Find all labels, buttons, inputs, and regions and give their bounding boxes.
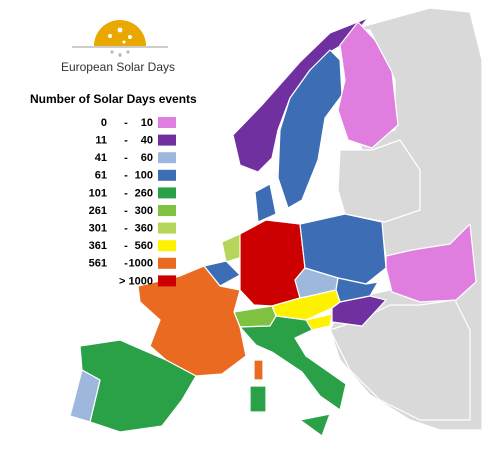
legend-from: 0 (101, 117, 107, 129)
country-italy (239, 315, 347, 411)
legend-separator: - (124, 187, 128, 199)
legend-from: 261 (89, 205, 107, 217)
country-sicily (299, 413, 331, 437)
legend-to: 10 (141, 117, 153, 129)
legend-separator: - (124, 170, 128, 182)
country-finland (337, 21, 399, 149)
legend-swatch (158, 117, 176, 128)
legend-separator: - (124, 117, 128, 129)
legend-to: 100 (135, 170, 153, 182)
legend-from: 561 (89, 258, 107, 270)
legend-from: 61 (95, 170, 107, 182)
country-portugal (69, 369, 101, 423)
legend-to: 260 (135, 187, 153, 199)
legend-range: > 1000 (119, 275, 153, 287)
logo-stars (108, 27, 132, 44)
logo-sun (94, 20, 146, 46)
country-corsica (253, 359, 264, 381)
legend-swatch (158, 169, 176, 181)
country-france (137, 265, 247, 377)
legend-swatch (158, 152, 176, 164)
legend-title: Number of Solar Days events (30, 92, 197, 106)
legend: Number of Solar Days events 0 - 10 11 - 40 41 -… (30, 92, 197, 287)
legend-separator: - (124, 205, 128, 217)
country-no-data (329, 299, 471, 421)
legend-swatch (158, 275, 176, 287)
legend-swatch (158, 187, 176, 199)
legend-to: 300 (135, 205, 153, 217)
logo-text: European Solar Days (61, 60, 175, 74)
legend-separator: - (124, 258, 128, 270)
legend-separator: - (124, 135, 128, 147)
country-switzerland (233, 305, 277, 328)
country-romania (385, 223, 477, 303)
legend-to: 360 (135, 223, 153, 235)
logo-reflection (110, 50, 130, 57)
legend-swatch (158, 222, 176, 234)
legend-separator: - (124, 223, 128, 235)
legend-to: 60 (141, 152, 153, 164)
legend-swatch (158, 205, 176, 216)
legend-swatch (158, 257, 176, 269)
logo: European Solar Days (61, 20, 175, 74)
country-hungary (331, 295, 387, 327)
legend-from: 361 (89, 240, 107, 252)
legend-to: 40 (141, 135, 153, 147)
legend-to: 560 (135, 240, 153, 252)
legend-separator: - (124, 240, 128, 252)
legend-swatch (158, 134, 176, 146)
legend-from: 11 (95, 135, 107, 147)
country-sweden (277, 49, 343, 209)
map (69, 7, 483, 437)
country-sardinia (249, 385, 267, 413)
legend-from: 101 (89, 187, 107, 199)
legend-from: 301 (89, 223, 107, 235)
legend-from: 41 (95, 152, 107, 164)
legend-to: 1000 (129, 258, 153, 270)
legend-separator: - (124, 152, 128, 164)
legend-swatch (158, 240, 176, 252)
country-germany (239, 219, 306, 307)
country-no-data (337, 139, 421, 223)
country-denmark (254, 183, 277, 223)
